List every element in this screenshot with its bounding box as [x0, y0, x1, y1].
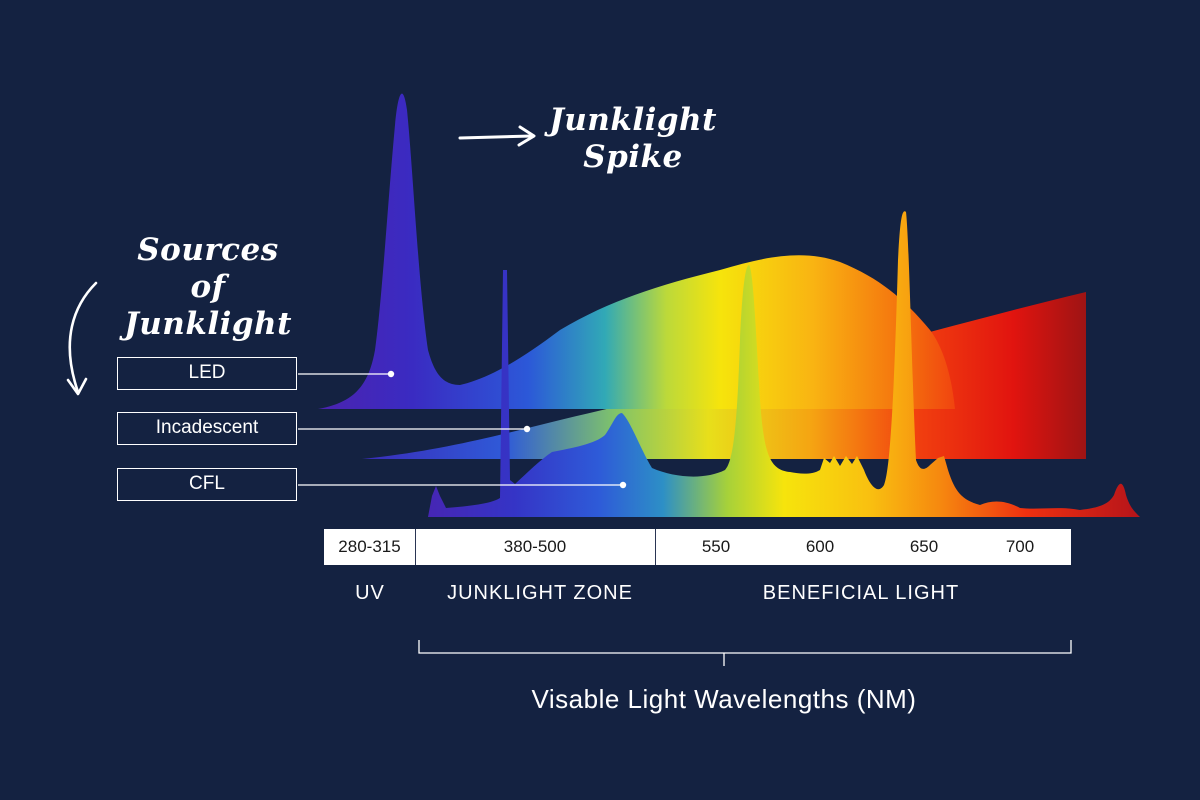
- cfl-spectrum: [428, 211, 1140, 518]
- tick-label-600: 600: [805, 537, 835, 556]
- spike-caption-line2: Spike: [583, 139, 683, 175]
- incandescent-label: Incadescent: [117, 412, 297, 445]
- uv-zone-label: UV: [355, 582, 385, 604]
- tick-label-650: 650: [909, 537, 939, 556]
- sources-of-junklight-caption: Sources of Junklight: [118, 232, 298, 343]
- junklight-zone-label: JUNKLIGHT ZONE: [447, 582, 633, 604]
- visible-range-bracket: [418, 640, 1072, 666]
- right-arrow-icon: [458, 125, 536, 147]
- tick-label-550: 550: [701, 537, 731, 556]
- wavelength-scale: 280-315 380-500 550 600 650 700: [324, 529, 1071, 565]
- sources-caption-line1: Sources of: [137, 232, 279, 305]
- visible-light-wavelengths-title: Visable Light Wavelengths (NM): [531, 684, 917, 714]
- tick-label-700: 700: [1005, 537, 1035, 556]
- junk-range-label: 380-500: [503, 537, 567, 556]
- curved-down-arrow-icon: [66, 281, 98, 396]
- incandescent-leader-dot: [523, 425, 531, 433]
- beneficial-light-label: BENEFICIAL LIGHT: [762, 582, 960, 604]
- sources-caption-line2: Junklight: [124, 306, 292, 342]
- scale-divider: [655, 529, 656, 565]
- uv-range-label: 280-315: [338, 537, 401, 556]
- spike-caption-line1: Junklight: [549, 102, 717, 138]
- led-spectrum: [318, 93, 955, 410]
- cfl-leader-dot: [619, 481, 627, 489]
- cfl-label: CFL: [117, 468, 297, 501]
- junklight-spike-caption: Junklight Spike: [548, 102, 718, 176]
- led-label: LED: [117, 357, 297, 390]
- scale-divider: [415, 529, 416, 565]
- led-leader-dot: [387, 370, 395, 378]
